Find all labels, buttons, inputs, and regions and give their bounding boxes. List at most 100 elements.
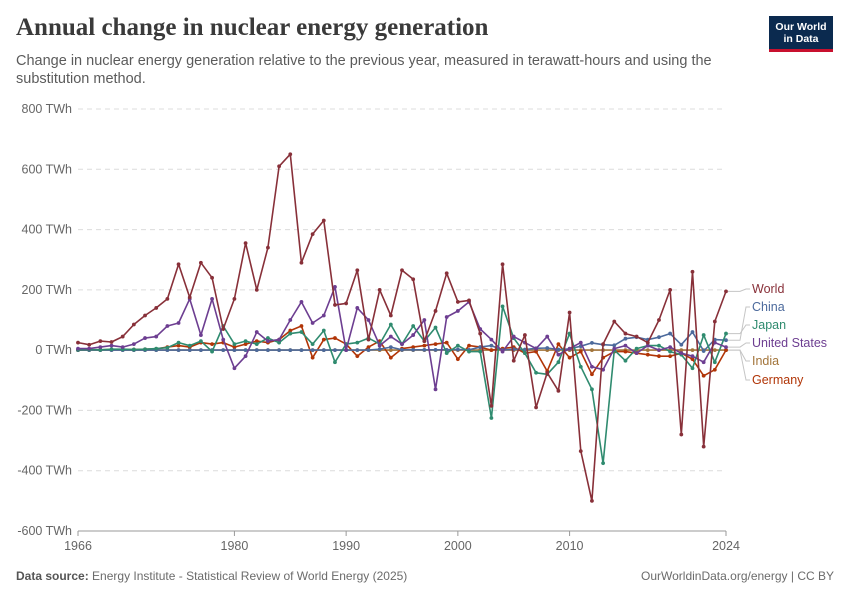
data-point-world xyxy=(288,152,293,157)
data-point-united-states xyxy=(109,343,114,348)
data-point-japan xyxy=(690,366,695,371)
data-point-united-states xyxy=(612,346,617,351)
data-point-world xyxy=(310,232,315,236)
data-point-united-states xyxy=(221,337,226,342)
series-line-japan xyxy=(77,305,727,465)
data-point-japan xyxy=(657,343,661,348)
data-point-world xyxy=(422,339,427,343)
data-point-united-states xyxy=(333,284,337,289)
legend-label-india: India xyxy=(752,354,779,368)
data-point-china xyxy=(623,336,628,341)
data-point-germany xyxy=(467,343,471,348)
series-world xyxy=(76,152,728,503)
data-point-united-states xyxy=(545,334,550,339)
data-point-germany xyxy=(724,348,728,353)
data-point-japan xyxy=(411,324,416,328)
x-tick-label: 1990 xyxy=(332,539,360,553)
data-point-united-states xyxy=(556,352,561,357)
data-point-china xyxy=(489,343,494,348)
y-tick-label: 0 TWh xyxy=(35,343,72,357)
data-point-germany xyxy=(433,342,438,347)
data-point-united-states xyxy=(266,339,270,343)
data-point-japan xyxy=(601,461,606,466)
data-point-united-states xyxy=(388,334,393,339)
data-point-world xyxy=(355,268,360,273)
data-point-united-states xyxy=(433,387,438,392)
data-point-world xyxy=(109,340,114,344)
data-point-germany xyxy=(310,355,315,360)
legend-connector-japan xyxy=(728,324,750,335)
data-point-world xyxy=(154,306,159,310)
data-point-india xyxy=(645,348,650,353)
data-point-united-states xyxy=(489,337,494,342)
data-point-china xyxy=(422,347,427,352)
data-point-japan xyxy=(254,342,259,347)
data-point-japan xyxy=(534,370,538,375)
data-point-germany xyxy=(321,337,326,342)
series-line-world xyxy=(77,153,727,502)
data-point-japan xyxy=(556,360,561,365)
data-point-china xyxy=(590,341,594,345)
chart-subtitle: Change in nuclear energy generation rela… xyxy=(16,53,712,87)
data-point-united-states xyxy=(634,351,639,356)
footer-separator: | xyxy=(790,569,798,583)
data-point-japan xyxy=(478,349,483,354)
x-tick-label: 1980 xyxy=(221,539,249,553)
data-point-united-states xyxy=(143,336,147,340)
data-source-text[interactable]: Energy Institute - Statistical Review of… xyxy=(92,569,408,583)
data-point-japan xyxy=(433,325,438,330)
legend-label-china: China xyxy=(752,300,785,314)
data-point-japan xyxy=(444,351,449,356)
legend-connector-world xyxy=(728,288,750,292)
data-point-japan xyxy=(590,387,594,392)
data-point-india xyxy=(590,348,594,353)
data-point-china xyxy=(724,338,728,343)
data-point-japan xyxy=(712,360,717,365)
data-point-world xyxy=(232,297,237,301)
data-point-japan xyxy=(243,339,248,343)
x-tick-label: 2024 xyxy=(712,539,740,553)
data-point-japan xyxy=(165,345,170,350)
data-point-world xyxy=(187,295,192,300)
data-point-united-states xyxy=(411,333,416,337)
data-point-germany xyxy=(254,339,259,343)
data-point-united-states xyxy=(310,321,315,325)
data-point-world xyxy=(634,334,639,339)
data-point-world xyxy=(601,342,606,347)
data-point-world xyxy=(344,301,349,306)
owid-logo[interactable]: Our World in Data xyxy=(769,16,833,52)
data-point-china xyxy=(277,348,282,353)
data-point-japan xyxy=(277,340,282,345)
data-point-world xyxy=(489,404,494,408)
data-point-india xyxy=(679,348,684,353)
data-point-germany xyxy=(590,372,594,377)
data-point-world xyxy=(131,322,136,327)
data-point-united-states xyxy=(444,315,449,319)
data-point-germany xyxy=(388,355,393,360)
data-point-japan xyxy=(489,416,494,420)
data-point-world xyxy=(210,275,214,280)
data-point-world xyxy=(266,245,270,250)
y-tick-label: 200 TWh xyxy=(22,283,73,297)
data-point-world xyxy=(400,268,404,273)
data-point-world xyxy=(433,309,438,313)
data-point-japan xyxy=(232,342,237,347)
data-point-world xyxy=(612,319,617,324)
data-point-germany xyxy=(366,345,371,350)
data-point-world xyxy=(578,449,583,454)
data-point-world xyxy=(243,241,248,246)
y-tick-label: -200 TWh xyxy=(17,403,72,417)
data-point-united-states xyxy=(355,306,360,310)
data-point-china xyxy=(388,345,393,350)
x-tick-label: 2000 xyxy=(444,539,472,553)
data-point-united-states xyxy=(455,309,460,313)
data-point-germany xyxy=(578,349,583,354)
footer-license[interactable]: CC BY xyxy=(797,569,834,583)
footer-url[interactable]: OurWorldinData.org/energy xyxy=(641,569,788,583)
data-point-germany xyxy=(232,345,237,350)
data-point-japan xyxy=(131,347,136,352)
data-point-united-states xyxy=(645,343,650,348)
data-point-china xyxy=(299,348,304,353)
data-point-united-states xyxy=(154,334,159,339)
